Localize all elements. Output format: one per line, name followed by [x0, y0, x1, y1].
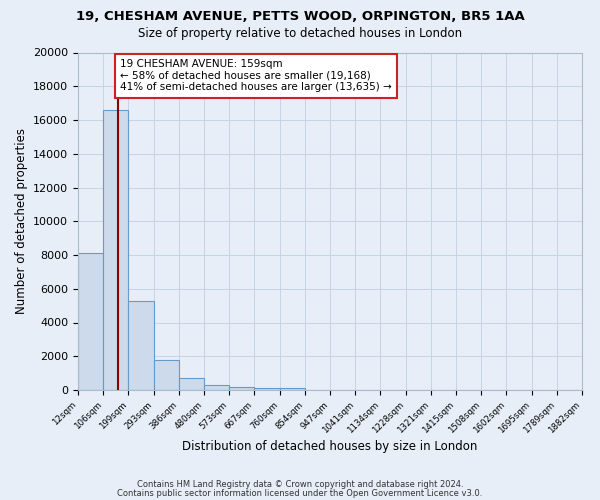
Text: Contains public sector information licensed under the Open Government Licence v3: Contains public sector information licen…: [118, 490, 482, 498]
Bar: [78, 254, 103, 390]
Text: 19 CHESHAM AVENUE: 159sqm
← 58% of detached houses are smaller (19,168)
41% of s: 19 CHESHAM AVENUE: 159sqm ← 58% of detac…: [120, 59, 392, 92]
Bar: [179, 378, 204, 390]
Bar: [154, 360, 179, 390]
Text: Size of property relative to detached houses in London: Size of property relative to detached ho…: [138, 28, 462, 40]
Bar: [229, 386, 254, 390]
Bar: [254, 388, 280, 390]
X-axis label: Distribution of detached houses by size in London: Distribution of detached houses by size …: [182, 440, 478, 453]
Bar: [103, 110, 128, 390]
Bar: [128, 300, 154, 390]
Bar: [280, 388, 305, 390]
Bar: [204, 385, 229, 390]
Y-axis label: Number of detached properties: Number of detached properties: [14, 128, 28, 314]
Text: Contains HM Land Registry data © Crown copyright and database right 2024.: Contains HM Land Registry data © Crown c…: [137, 480, 463, 489]
Text: 19, CHESHAM AVENUE, PETTS WOOD, ORPINGTON, BR5 1AA: 19, CHESHAM AVENUE, PETTS WOOD, ORPINGTO…: [76, 10, 524, 23]
